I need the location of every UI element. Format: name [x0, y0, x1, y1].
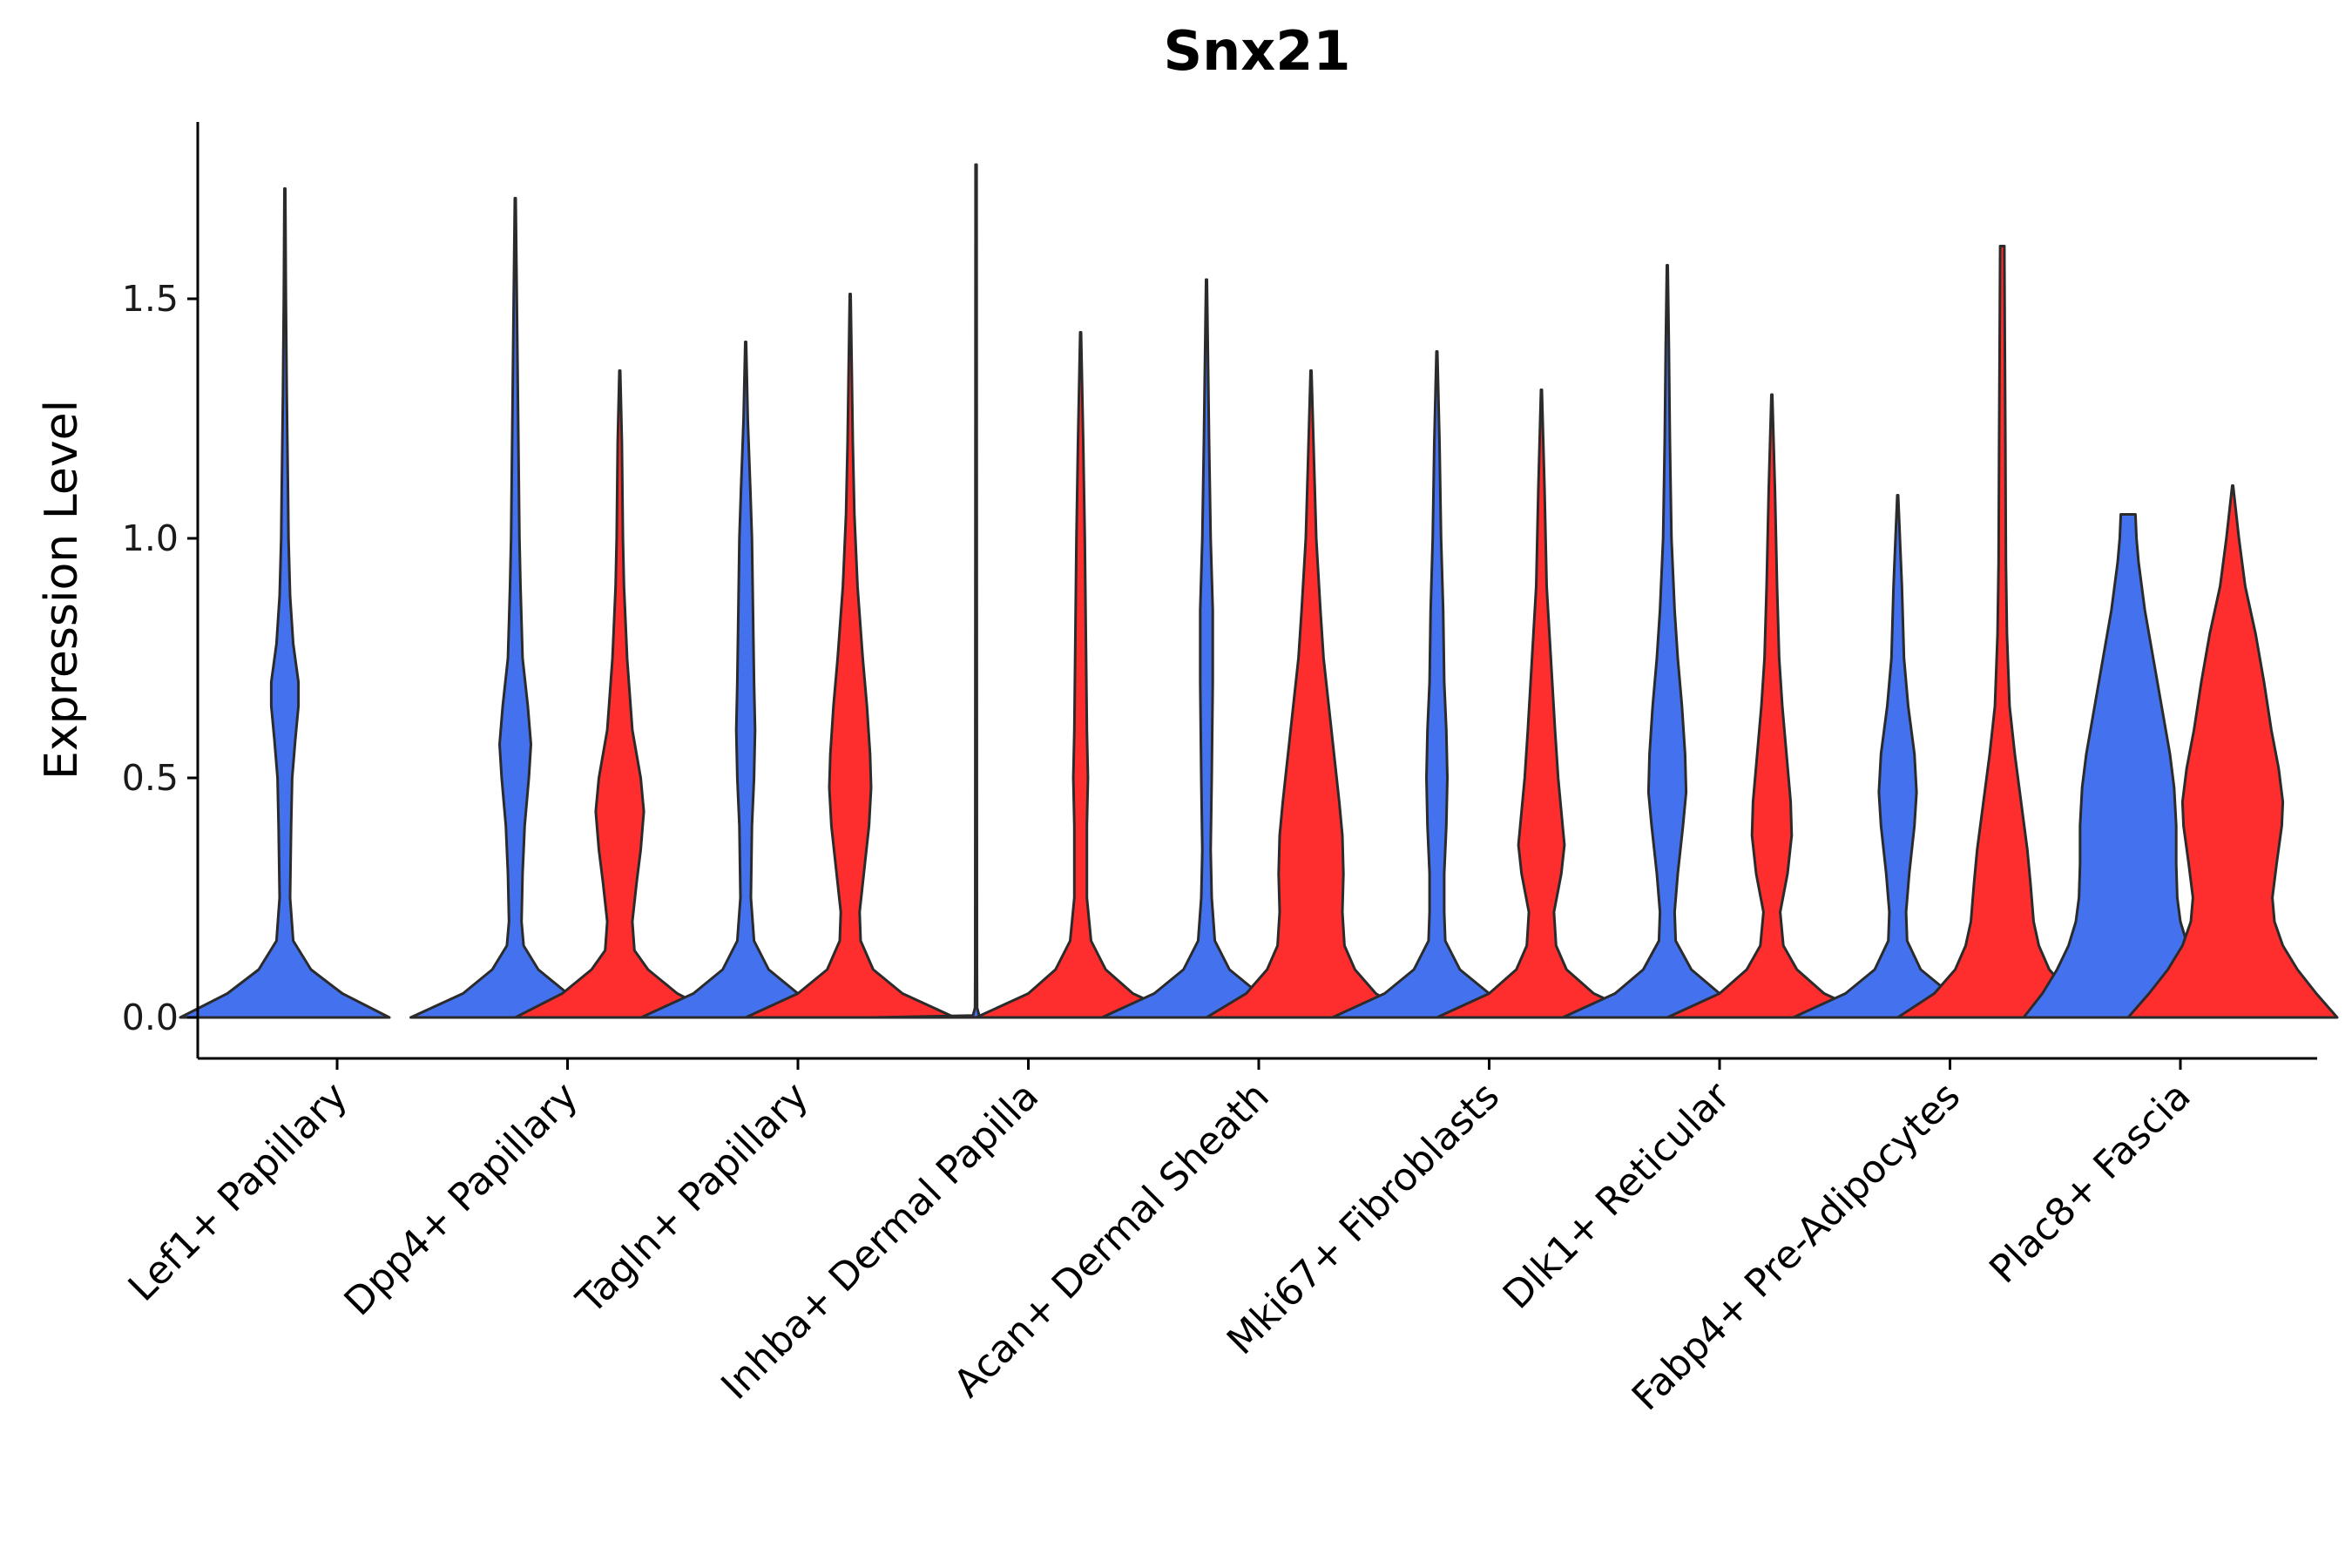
x-tick-label: Tagln+ Papillary: [568, 1074, 817, 1323]
y-axis-label: Expression Level: [36, 400, 88, 780]
y-tick-label: 1.0: [122, 517, 179, 559]
violin-dpp4-papillary-series-1: [409, 197, 621, 1019]
violin-tagln-papillary-series-2: [744, 293, 956, 1019]
violin-dpp4-papillary-series-2: [514, 369, 726, 1019]
y-tick-label: 0.0: [122, 997, 179, 1038]
violin-acan-dermal-sheath-series-2: [1205, 369, 1417, 1019]
y-axis: 0.0 0.5 1.0 1.5: [122, 122, 199, 1058]
violin-mki67-fibroblasts-series-1: [1331, 350, 1543, 1019]
violin-inhba-dermal-papilla-series-2: [975, 331, 1186, 1019]
violin-fabp4-pre-adipocytes-series-1: [1792, 494, 2004, 1019]
violin-dlk1-reticular-series-1: [1561, 264, 1774, 1019]
violin-inhba-dermal-papilla-series-1: [870, 163, 1082, 1019]
violin-plac8-fascia-series-2: [2126, 484, 2339, 1019]
x-tick-label: Plac8+ Fascia: [1981, 1074, 2200, 1293]
violin-tagln-papillary-series-1: [639, 341, 852, 1019]
y-tick-label: 0.5: [122, 757, 179, 799]
violin-dlk1-reticular-series-2: [1666, 393, 1878, 1019]
x-tick-label: Dlk1+ Reticular: [1495, 1073, 1740, 1318]
violin-fabp4-pre-adipocytes-series-2: [1896, 245, 2108, 1019]
chart-title: Snx21: [1163, 19, 1350, 83]
plot-area: [179, 163, 2339, 1019]
violin-mki67-fibroblasts-series-2: [1436, 389, 1647, 1019]
x-tick-label: Lef1+ Papillary: [120, 1074, 356, 1310]
violin-lef1-papillary-series-1: [179, 187, 391, 1019]
violin-plac8-fascia-series-1: [2022, 513, 2234, 1019]
x-tick-label: Dpp4+ Papillary: [336, 1074, 587, 1325]
violin-acan-dermal-sheath-series-1: [1100, 278, 1313, 1019]
y-tick-label: 1.5: [122, 278, 179, 320]
